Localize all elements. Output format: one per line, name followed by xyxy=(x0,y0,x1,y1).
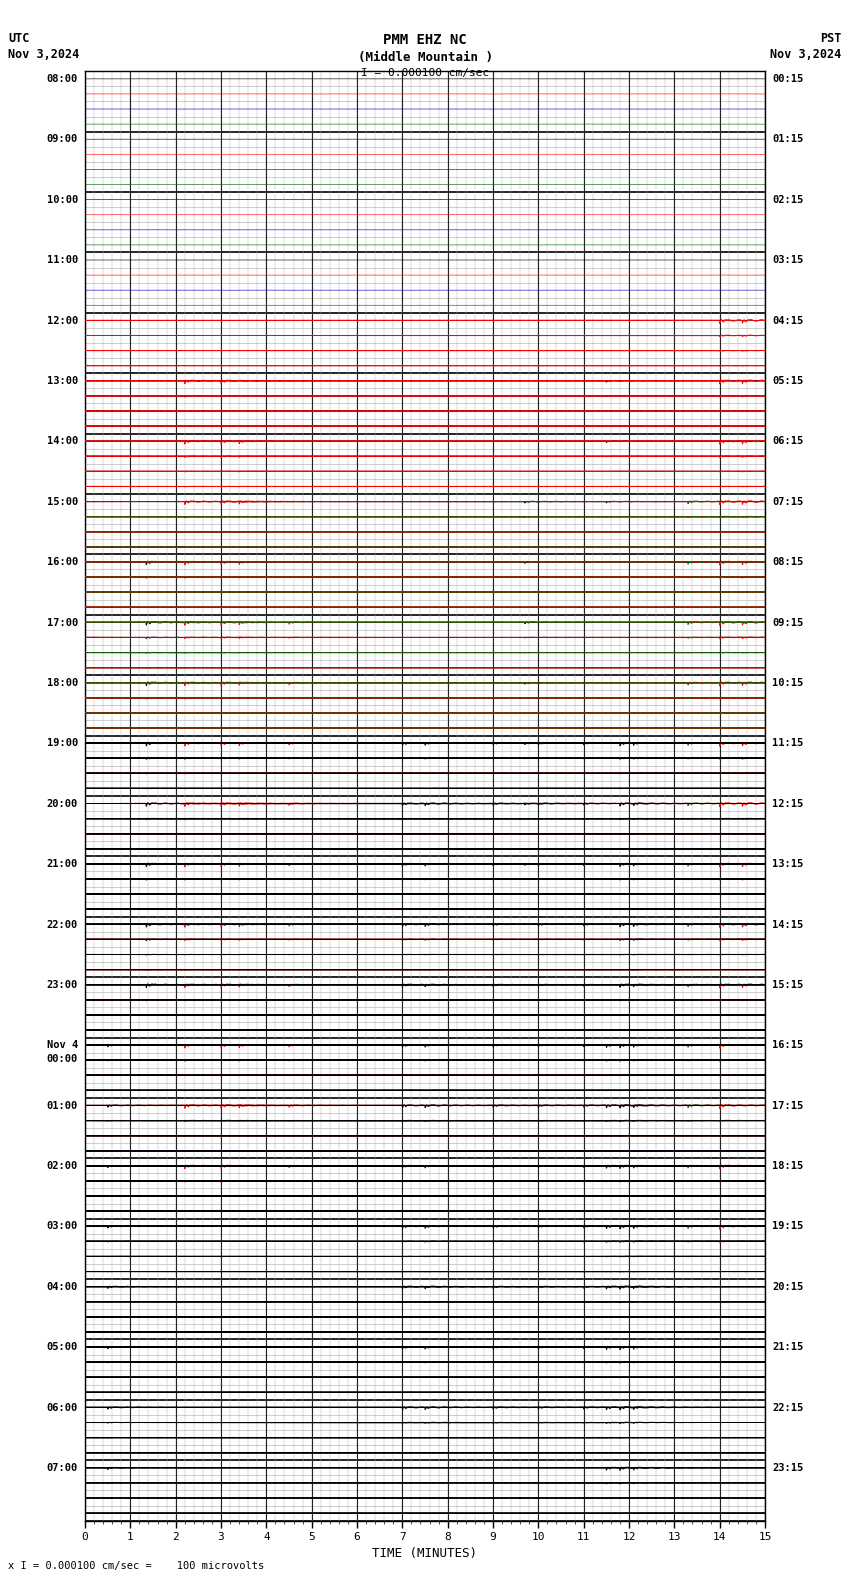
Text: 15:15: 15:15 xyxy=(772,980,803,990)
Text: 19:00: 19:00 xyxy=(47,738,78,748)
Text: UTC: UTC xyxy=(8,32,30,44)
Text: 00:00: 00:00 xyxy=(47,1055,78,1064)
Text: 21:15: 21:15 xyxy=(772,1342,803,1353)
Text: 01:00: 01:00 xyxy=(47,1101,78,1110)
X-axis label: TIME (MINUTES): TIME (MINUTES) xyxy=(372,1546,478,1560)
Text: 06:00: 06:00 xyxy=(47,1403,78,1413)
Text: 12:15: 12:15 xyxy=(772,798,803,809)
Text: 18:15: 18:15 xyxy=(772,1161,803,1171)
Text: 09:15: 09:15 xyxy=(772,618,803,627)
Text: 04:00: 04:00 xyxy=(47,1281,78,1293)
Text: x I = 0.000100 cm/sec =    100 microvolts: x I = 0.000100 cm/sec = 100 microvolts xyxy=(8,1562,264,1571)
Text: 23:15: 23:15 xyxy=(772,1464,803,1473)
Text: 03:00: 03:00 xyxy=(47,1221,78,1231)
Text: 19:15: 19:15 xyxy=(772,1221,803,1231)
Text: 09:00: 09:00 xyxy=(47,135,78,144)
Text: Nov 3,2024: Nov 3,2024 xyxy=(770,48,842,60)
Text: 14:00: 14:00 xyxy=(47,437,78,447)
Text: 20:00: 20:00 xyxy=(47,798,78,809)
Text: Nov 3,2024: Nov 3,2024 xyxy=(8,48,80,60)
Text: 16:15: 16:15 xyxy=(772,1041,803,1050)
Text: 17:15: 17:15 xyxy=(772,1101,803,1110)
Text: 07:00: 07:00 xyxy=(47,1464,78,1473)
Text: 22:00: 22:00 xyxy=(47,920,78,930)
Text: I = 0.000100 cm/sec: I = 0.000100 cm/sec xyxy=(361,68,489,78)
Text: 11:15: 11:15 xyxy=(772,738,803,748)
Text: 20:15: 20:15 xyxy=(772,1281,803,1293)
Text: 05:15: 05:15 xyxy=(772,375,803,386)
Text: PMM EHZ NC: PMM EHZ NC xyxy=(383,33,467,48)
Text: 12:00: 12:00 xyxy=(47,315,78,326)
Text: 17:00: 17:00 xyxy=(47,618,78,627)
Text: 14:15: 14:15 xyxy=(772,920,803,930)
Text: 01:15: 01:15 xyxy=(772,135,803,144)
Text: (Middle Mountain ): (Middle Mountain ) xyxy=(358,51,492,63)
Text: 13:15: 13:15 xyxy=(772,859,803,870)
Text: 22:15: 22:15 xyxy=(772,1403,803,1413)
Text: 07:15: 07:15 xyxy=(772,497,803,507)
Text: 23:00: 23:00 xyxy=(47,980,78,990)
Text: 05:00: 05:00 xyxy=(47,1342,78,1353)
Text: 15:00: 15:00 xyxy=(47,497,78,507)
Text: 16:00: 16:00 xyxy=(47,558,78,567)
Text: 08:15: 08:15 xyxy=(772,558,803,567)
Text: 02:15: 02:15 xyxy=(772,195,803,204)
Text: 03:15: 03:15 xyxy=(772,255,803,265)
Text: 10:15: 10:15 xyxy=(772,678,803,687)
Text: Nov 4: Nov 4 xyxy=(47,1041,78,1050)
Text: 21:00: 21:00 xyxy=(47,859,78,870)
Text: 08:00: 08:00 xyxy=(47,74,78,84)
Text: 06:15: 06:15 xyxy=(772,437,803,447)
Text: PST: PST xyxy=(820,32,842,44)
Text: 00:15: 00:15 xyxy=(772,74,803,84)
Text: 02:00: 02:00 xyxy=(47,1161,78,1171)
Text: 11:00: 11:00 xyxy=(47,255,78,265)
Text: 04:15: 04:15 xyxy=(772,315,803,326)
Text: 13:00: 13:00 xyxy=(47,375,78,386)
Text: 18:00: 18:00 xyxy=(47,678,78,687)
Text: 10:00: 10:00 xyxy=(47,195,78,204)
